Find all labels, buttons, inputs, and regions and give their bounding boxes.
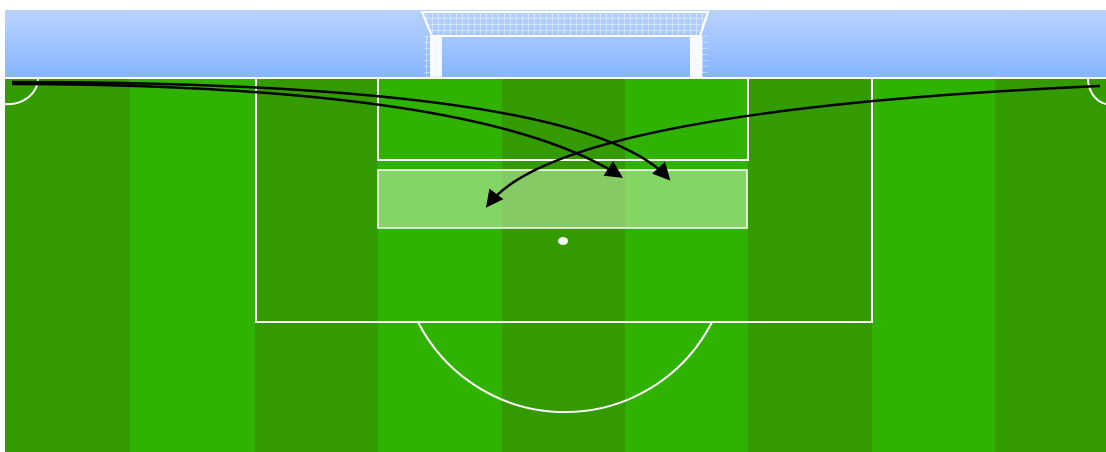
pitch-diagram bbox=[0, 0, 1106, 452]
penalty-spot bbox=[558, 237, 568, 245]
grass-stripes bbox=[5, 78, 1106, 452]
page: (() => { const data = JSON.parse(documen… bbox=[0, 0, 1106, 452]
target-zone bbox=[378, 170, 747, 228]
